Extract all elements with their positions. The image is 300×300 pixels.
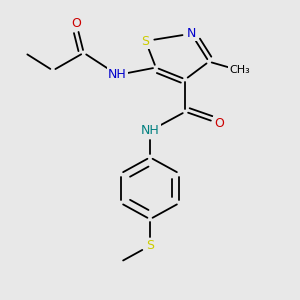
Text: N: N [187,27,196,40]
Text: O: O [214,117,224,130]
Text: CH₃: CH₃ [230,65,250,76]
Text: NH: NH [141,124,159,137]
Text: S: S [146,239,154,252]
Text: S: S [142,34,150,48]
Text: O: O [71,17,81,30]
Text: NH: NH [108,68,127,81]
